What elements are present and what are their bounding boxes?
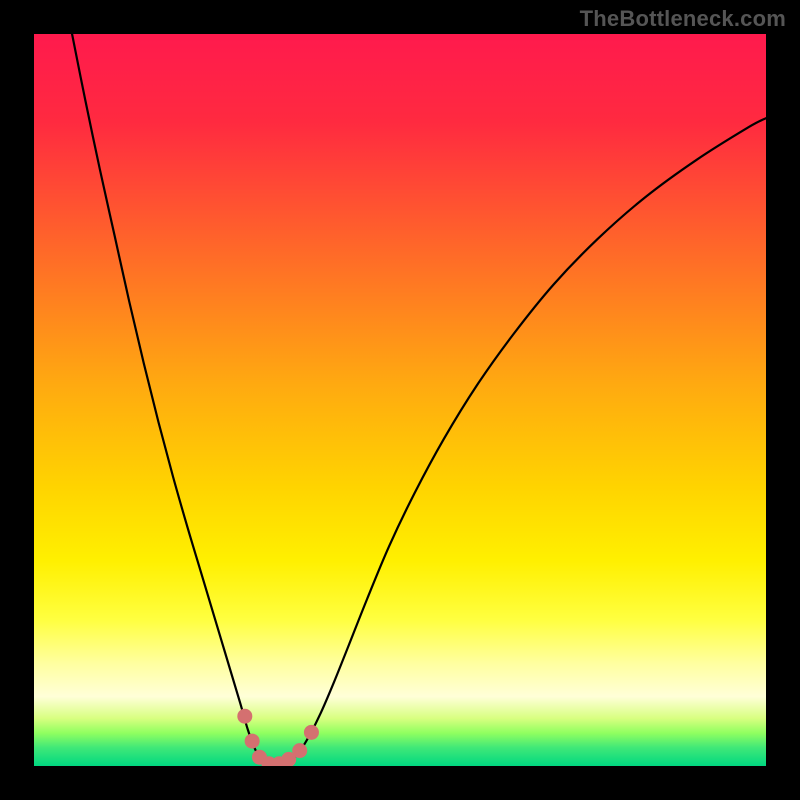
data-marker bbox=[292, 743, 307, 758]
plot-area bbox=[34, 34, 766, 766]
data-marker bbox=[304, 725, 319, 740]
data-marker bbox=[237, 709, 252, 724]
watermark-label: TheBottleneck.com bbox=[580, 6, 786, 32]
chart-container: TheBottleneck.com bbox=[0, 0, 800, 800]
data-marker bbox=[245, 734, 260, 749]
plot-svg bbox=[34, 34, 766, 766]
plot-background bbox=[34, 34, 766, 766]
